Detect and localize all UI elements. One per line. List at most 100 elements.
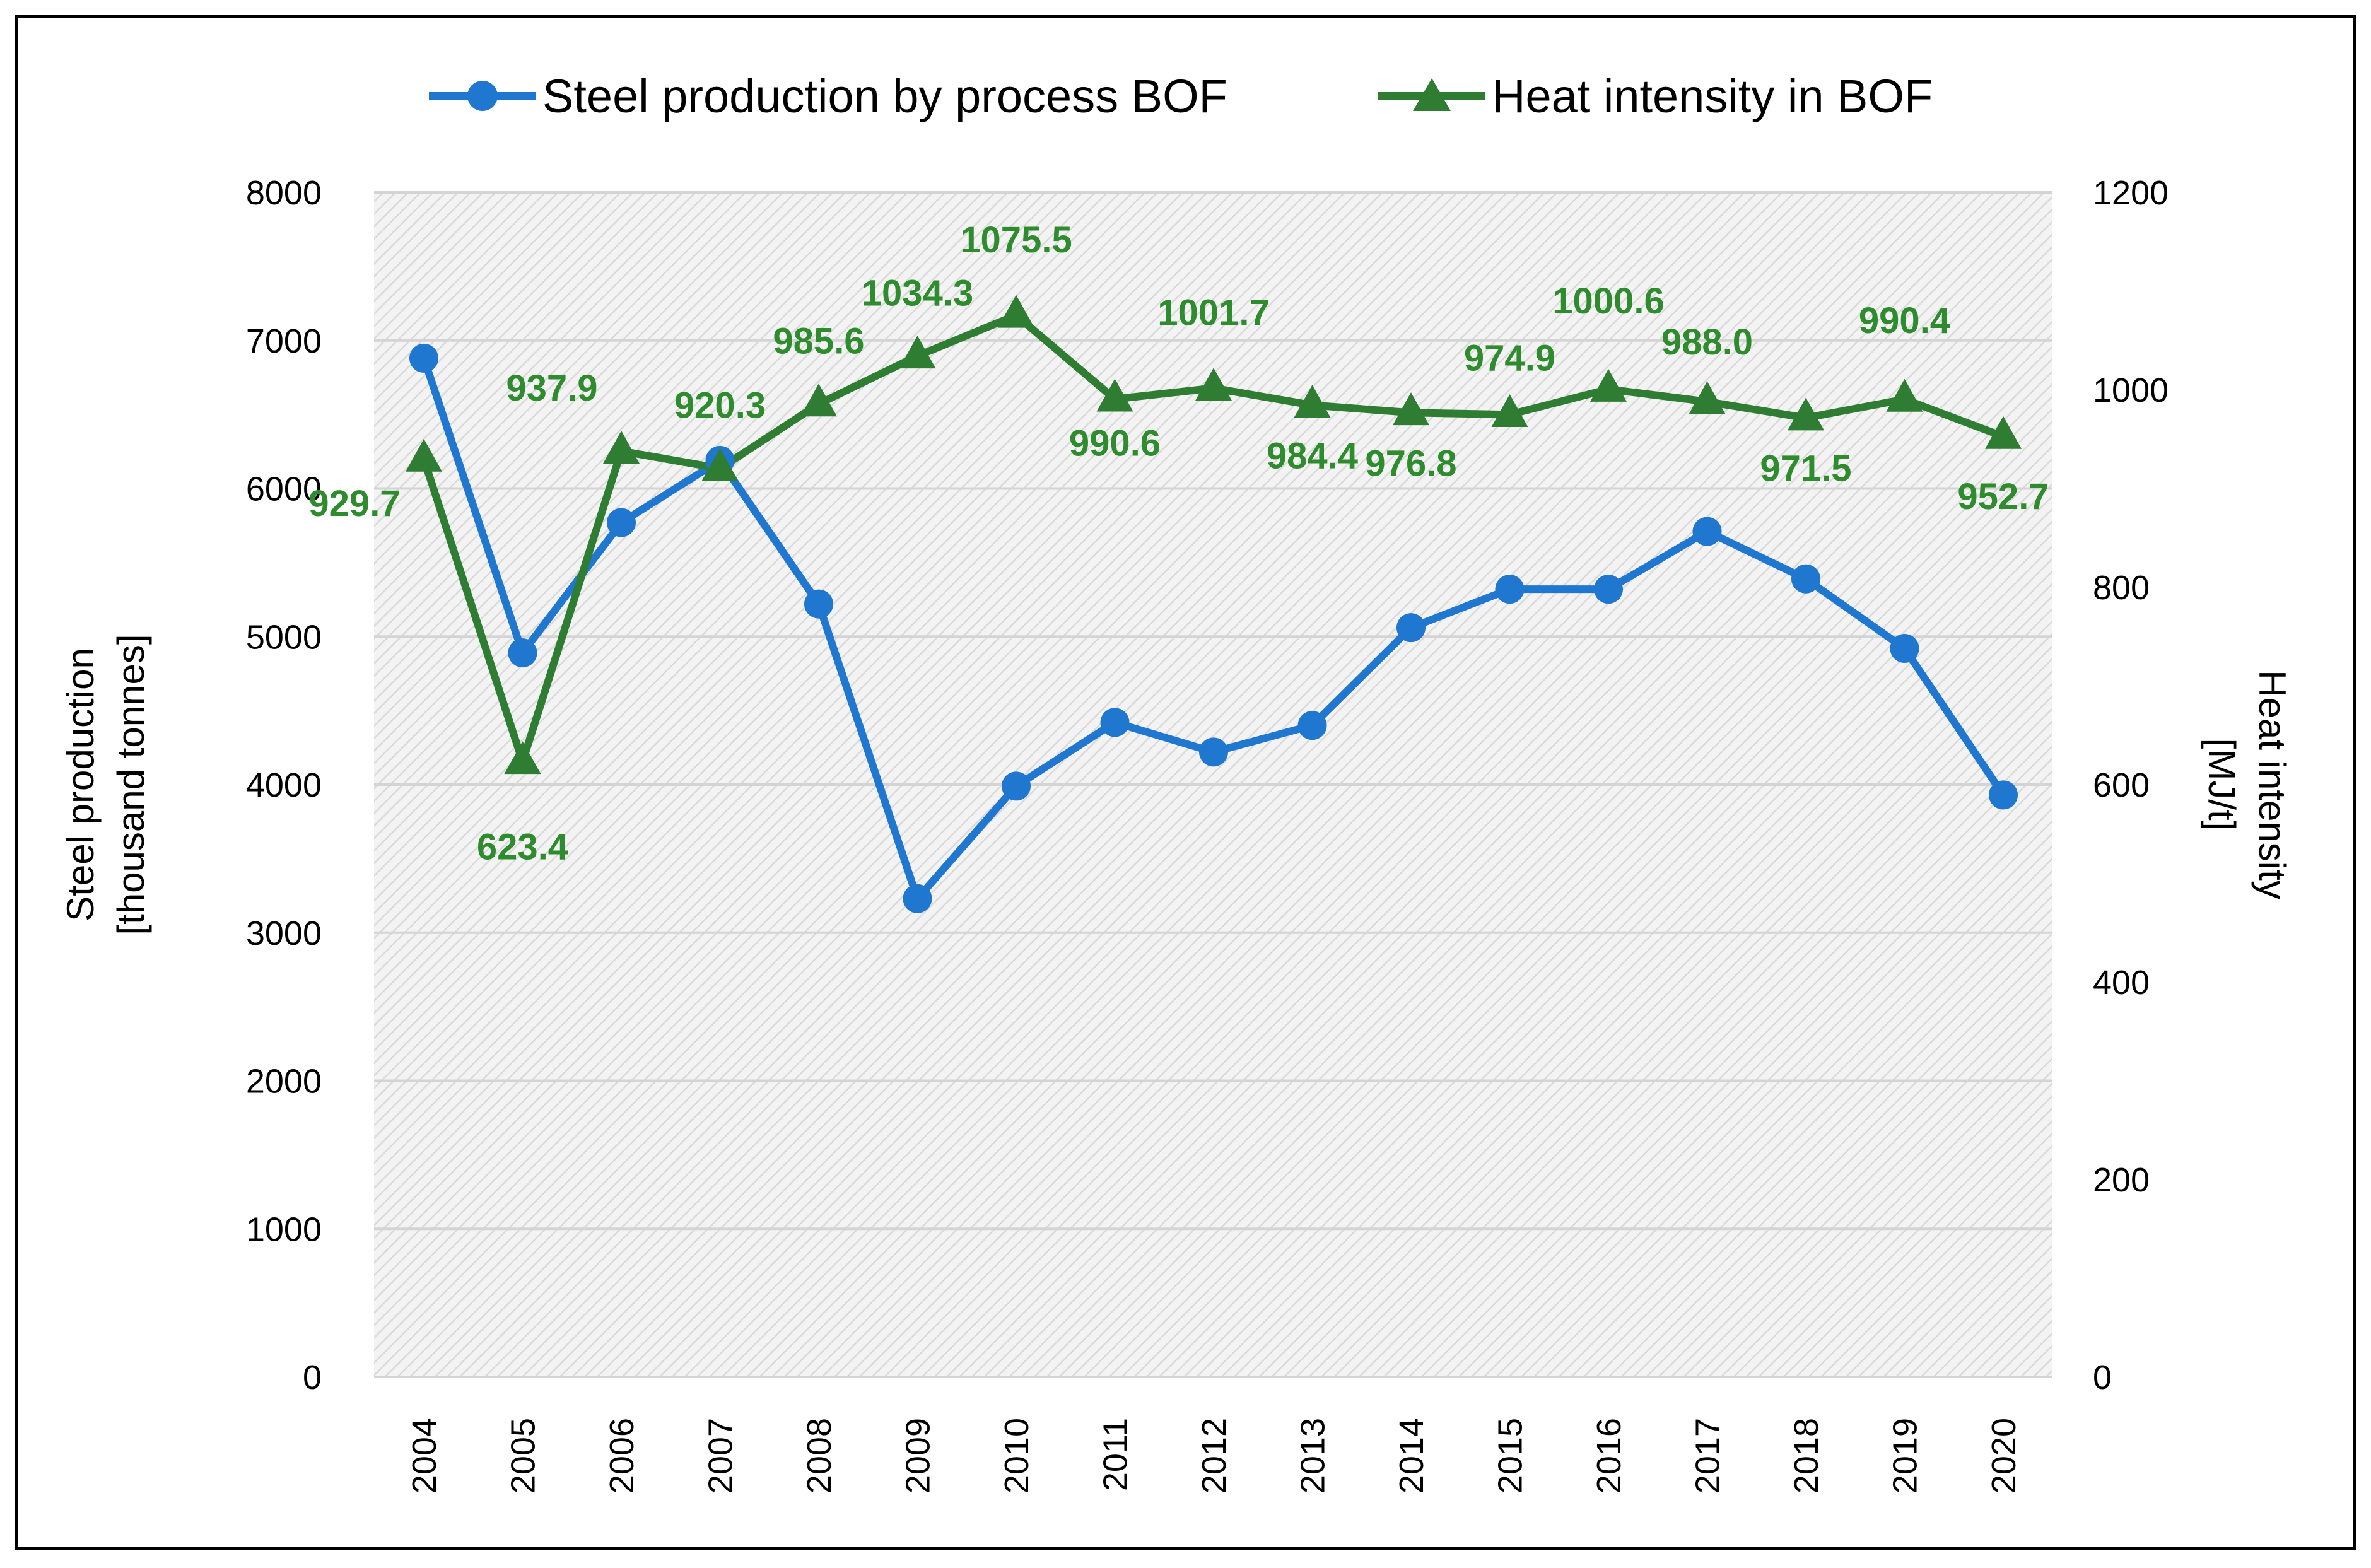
legend-label-steel: Steel production by process BOF [542, 70, 1227, 122]
left-tick-label: 7000 [246, 322, 322, 360]
left-tick-label: 6000 [246, 471, 322, 508]
legend: Steel production by process BOF Heat int… [429, 70, 1933, 122]
x-tick-label: 2009 [899, 1418, 937, 1494]
steel-point [508, 638, 537, 668]
right-tick-label: 1200 [2093, 174, 2169, 212]
right-axis-title-unit: [MJ/t] [2201, 739, 2243, 831]
steel-point [1100, 708, 1130, 737]
left-axis-title: Steel production [59, 648, 102, 921]
heat-point [603, 430, 640, 464]
left-axis-title-unit: [thousand tonnes] [110, 634, 152, 935]
steel-point [804, 589, 833, 619]
steel-point [1495, 575, 1525, 604]
x-tick-label: 2015 [1492, 1418, 1530, 1494]
heat-data-label: 1000.6 [1552, 281, 1664, 322]
heat-point [504, 741, 541, 775]
x-tick-label: 2020 [1985, 1418, 2023, 1494]
gridlines [374, 191, 2052, 1378]
heat-data-label: 971.5 [1760, 448, 1851, 489]
x-tick-label: 2017 [1689, 1418, 1727, 1494]
x-tick-label: 2012 [1195, 1418, 1233, 1494]
heat-data-label: 623.4 [477, 826, 568, 867]
x-tick-label: 2004 [406, 1418, 443, 1494]
heat-point [1096, 378, 1133, 412]
heat-data-label: 974.9 [1464, 337, 1555, 378]
x-tick-label: 2011 [1097, 1418, 1135, 1491]
heat-point [1689, 381, 1726, 414]
heat-point [800, 383, 837, 417]
right-tick-label: 800 [2093, 569, 2150, 607]
heat-point [1393, 392, 1429, 426]
left-tick-label: 2000 [246, 1063, 322, 1101]
heat-point [1985, 416, 2022, 449]
left-tick-label: 8000 [246, 174, 322, 212]
steel-point [1297, 711, 1327, 740]
legend-marker-heat [1413, 78, 1451, 111]
x-tick-label: 2010 [998, 1418, 1036, 1494]
left-tick-label: 3000 [246, 915, 322, 952]
left-tick-label: 4000 [246, 766, 322, 804]
right-axis-ticks: 0 200 400 600 800 1000 1200 [2093, 174, 2169, 1396]
heat-data-label: 985.6 [773, 321, 864, 362]
heat-point [998, 295, 1034, 328]
heat-data-label: 988.0 [1661, 322, 1753, 363]
heat-data-label: 984.4 [1267, 435, 1358, 476]
heat-point [1590, 368, 1627, 402]
heat-data-label: 952.7 [1957, 476, 2049, 517]
heat-point [1788, 397, 1824, 431]
x-tick-label: 2014 [1393, 1418, 1431, 1494]
heat-point [1294, 385, 1331, 418]
right-tick-label: 600 [2093, 766, 2150, 804]
heat-data-label: 920.3 [674, 385, 766, 426]
steel-point [1692, 517, 1722, 546]
left-axis-ticks: 0 1000 2000 3000 4000 5000 6000 7000 8000 [246, 174, 322, 1396]
heat-point [1886, 378, 1923, 412]
x-tick-label: 2013 [1294, 1418, 1332, 1494]
legend-label-heat: Heat intensity in BOF [1492, 70, 1933, 122]
heat-data-label: 1075.5 [960, 219, 1072, 260]
x-tick-label: 2005 [505, 1418, 542, 1494]
steel-point [1989, 780, 2018, 810]
x-tick-label: 2006 [603, 1418, 641, 1494]
steel-point [1199, 737, 1228, 767]
heat-data-label: 990.4 [1859, 300, 1950, 341]
steel-point [607, 508, 636, 537]
legend-marker-steel [467, 81, 498, 111]
heat-point [1195, 368, 1232, 401]
steel-point [1002, 771, 1031, 801]
right-tick-label: 400 [2093, 964, 2150, 1002]
heat-point [406, 438, 442, 472]
steel-point [1890, 634, 1919, 664]
x-tick-label: 2016 [1590, 1418, 1628, 1494]
left-tick-label: 0 [303, 1359, 322, 1396]
heat-data-label: 937.9 [506, 368, 597, 409]
steel-point [1791, 564, 1820, 594]
series-markers [406, 295, 2022, 913]
x-tick-label: 2018 [1788, 1418, 1825, 1494]
steel-point [409, 343, 438, 373]
left-tick-label: 5000 [246, 618, 322, 656]
right-axis-title: Heat intensity [2251, 670, 2293, 899]
right-tick-label: 1000 [2093, 372, 2169, 409]
left-tick-label: 1000 [246, 1210, 322, 1248]
x-tick-label: 2008 [800, 1418, 838, 1494]
x-axis-ticks: 2004 2005 2006 2007 2008 2009 2010 2011 2012 2013… [406, 1418, 2023, 1494]
heat-point [1491, 394, 1528, 428]
x-tick-label: 2007 [702, 1418, 740, 1494]
right-tick-label: 0 [2093, 1359, 2112, 1396]
heat-data-label: 929.7 [308, 483, 400, 524]
heat-data-label: 990.6 [1069, 423, 1161, 464]
heat-point [899, 336, 936, 369]
heat-data-label: 1001.7 [1157, 292, 1269, 333]
steel-point [1396, 613, 1426, 643]
x-tick-label: 2019 [1887, 1418, 1924, 1494]
right-tick-label: 200 [2093, 1161, 2150, 1199]
steel-point [1594, 575, 1623, 604]
steel-point [903, 884, 932, 913]
heat-data-label: 976.8 [1365, 443, 1456, 484]
heat-data-label: 1034.3 [862, 272, 973, 313]
heat-point [701, 448, 739, 481]
